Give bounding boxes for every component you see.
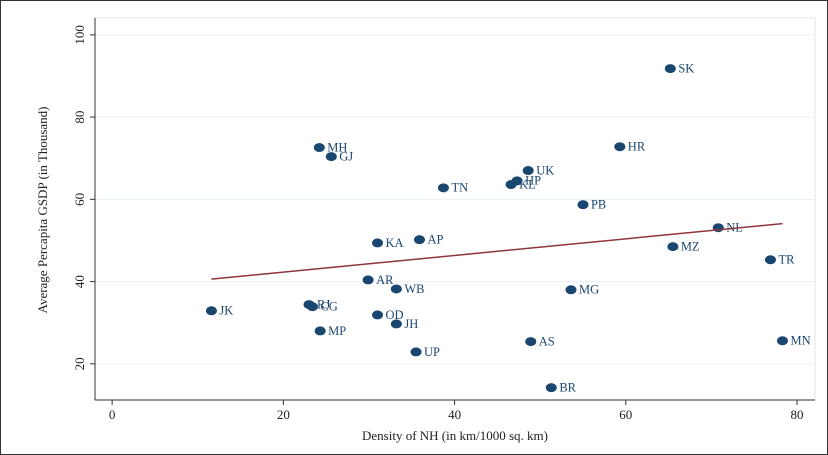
point-label: AS	[539, 334, 555, 348]
point	[577, 200, 589, 210]
point-label: AP	[427, 233, 443, 247]
y-tick-label: 20	[72, 357, 87, 370]
point-label: CG	[320, 300, 337, 314]
y-tick-label: 80	[72, 111, 87, 124]
point	[413, 235, 425, 245]
point	[390, 284, 402, 294]
x-tick-label: 40	[448, 407, 461, 422]
x-tick-label: 80	[791, 407, 804, 422]
point-label: AR	[376, 273, 394, 287]
x-tick-label: 0	[109, 407, 116, 422]
point-label: HR	[628, 140, 646, 154]
point	[545, 383, 557, 393]
point-label: MN	[790, 334, 810, 348]
point-label: GJ	[339, 149, 353, 163]
x-axis-label: Density of NH (in km/1000 sq. km)	[362, 428, 548, 443]
point-label: JH	[404, 317, 418, 331]
point-label: MP	[328, 324, 346, 338]
point	[664, 64, 676, 74]
point-label: HP	[525, 174, 541, 188]
point-label: MG	[579, 283, 599, 297]
x-tick-label: 20	[277, 407, 290, 422]
point	[205, 306, 217, 316]
point	[314, 326, 326, 336]
point-label: KL	[519, 177, 536, 191]
x-tick-label: 60	[619, 407, 632, 422]
point	[325, 152, 337, 162]
point-label: UP	[424, 345, 440, 359]
point	[313, 143, 325, 153]
point-label: TN	[451, 181, 468, 195]
point-label: MH	[327, 140, 347, 154]
point-label: KA	[386, 236, 404, 250]
y-tick-label: 40	[72, 275, 87, 288]
point	[525, 337, 537, 347]
point-label: BR	[559, 381, 576, 395]
point-label: RJ	[317, 297, 330, 311]
point-label: UK	[536, 163, 554, 177]
point-label: OD	[386, 308, 404, 322]
point	[764, 255, 776, 265]
point-label: PB	[591, 198, 606, 212]
y-axis-label: Average Percapita GSDP (in Thousand)	[35, 107, 50, 314]
point-label: SK	[678, 61, 694, 75]
point	[362, 275, 374, 285]
point-label: JK	[219, 304, 233, 318]
point	[437, 183, 449, 193]
point	[614, 142, 626, 152]
point	[390, 319, 402, 329]
fit-line	[211, 222, 783, 280]
y-tick-label: 100	[72, 25, 87, 45]
point	[511, 176, 523, 186]
point	[372, 238, 384, 248]
point	[410, 347, 422, 357]
point	[306, 302, 318, 312]
point	[565, 285, 577, 295]
y-tick-label: 60	[72, 193, 87, 206]
point	[522, 166, 534, 176]
point-label: WB	[404, 282, 424, 296]
point	[372, 310, 384, 320]
point	[776, 336, 788, 346]
point-label: TR	[778, 253, 795, 267]
point-label: MZ	[681, 239, 700, 253]
point	[667, 242, 679, 252]
plot-area	[94, 17, 816, 401]
